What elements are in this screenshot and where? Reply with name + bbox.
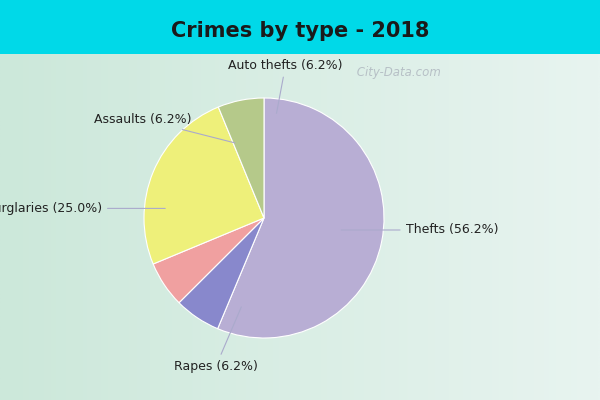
Text: Assaults (6.2%): Assaults (6.2%) [95, 113, 235, 143]
Text: Auto thefts (6.2%): Auto thefts (6.2%) [229, 58, 343, 113]
Wedge shape [153, 218, 264, 303]
Text: City-Data.com: City-Data.com [353, 66, 440, 79]
Text: Rapes (6.2%): Rapes (6.2%) [174, 307, 258, 372]
Wedge shape [218, 98, 384, 338]
Text: Thefts (56.2%): Thefts (56.2%) [341, 224, 498, 236]
Text: Crimes by type - 2018: Crimes by type - 2018 [171, 21, 429, 41]
Text: Burglaries (25.0%): Burglaries (25.0%) [0, 202, 165, 215]
Wedge shape [218, 98, 264, 218]
Wedge shape [179, 218, 264, 329]
Wedge shape [144, 107, 264, 264]
